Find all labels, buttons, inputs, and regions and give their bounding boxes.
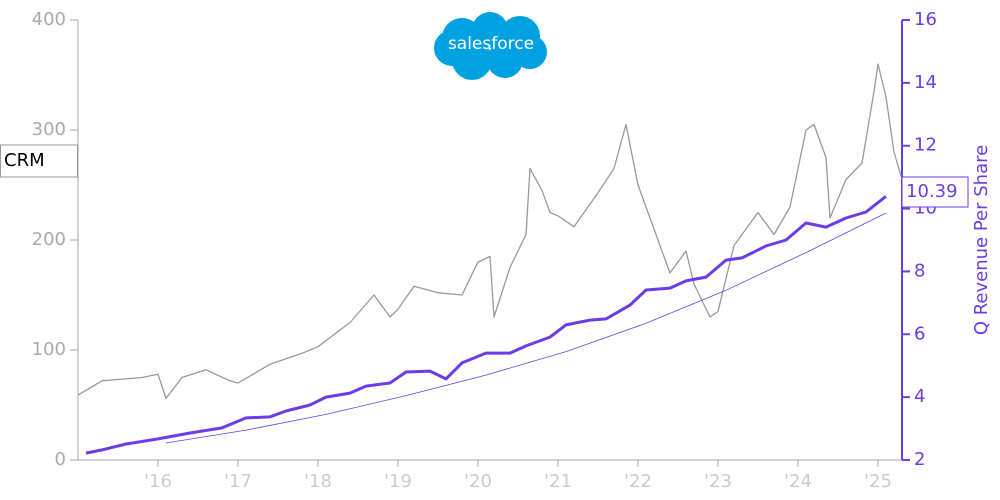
y2-tick-label: 6 [914, 323, 925, 344]
series-label: CRM [4, 150, 45, 171]
x-tick-label: '23 [704, 471, 732, 492]
y-tick-label: 0 [55, 449, 66, 470]
y2-tick-label: 14 [914, 72, 937, 93]
y2-axis-title: Q Revenue Per Share [971, 145, 992, 335]
x-tick-label: '21 [544, 471, 572, 492]
y2-tick-label: 2 [914, 449, 925, 470]
y-tick-label: 200 [32, 229, 66, 250]
x-tick-label: '24 [784, 471, 812, 492]
logo-text: salesforce [448, 34, 534, 54]
y-tick-label: 100 [32, 339, 66, 360]
x-tick-label: '19 [384, 471, 412, 492]
series-label-box [0, 144, 78, 178]
y2-tick-label: 4 [914, 386, 925, 407]
x-tick-label: '25 [864, 471, 892, 492]
last-value-box [901, 176, 969, 208]
x-tick-label: '17 [224, 471, 252, 492]
last-value-label: 10.39 [906, 181, 958, 202]
x-tick-label: '16 [144, 471, 172, 492]
x-tick-label: '20 [464, 471, 492, 492]
y2-tick-label: 16 [914, 9, 937, 30]
x-tick-label: '18 [304, 471, 332, 492]
logo: salesforce [434, 12, 547, 80]
y-tick-label: 300 [32, 119, 66, 140]
y2-tick-label: 8 [914, 260, 925, 281]
y-tick-label: 400 [32, 9, 66, 30]
line [165, 212, 887, 444]
x-tick-label: '22 [624, 471, 652, 492]
y2-tick-label: 12 [914, 135, 937, 156]
line [77, 63, 903, 400]
line [85, 195, 887, 455]
